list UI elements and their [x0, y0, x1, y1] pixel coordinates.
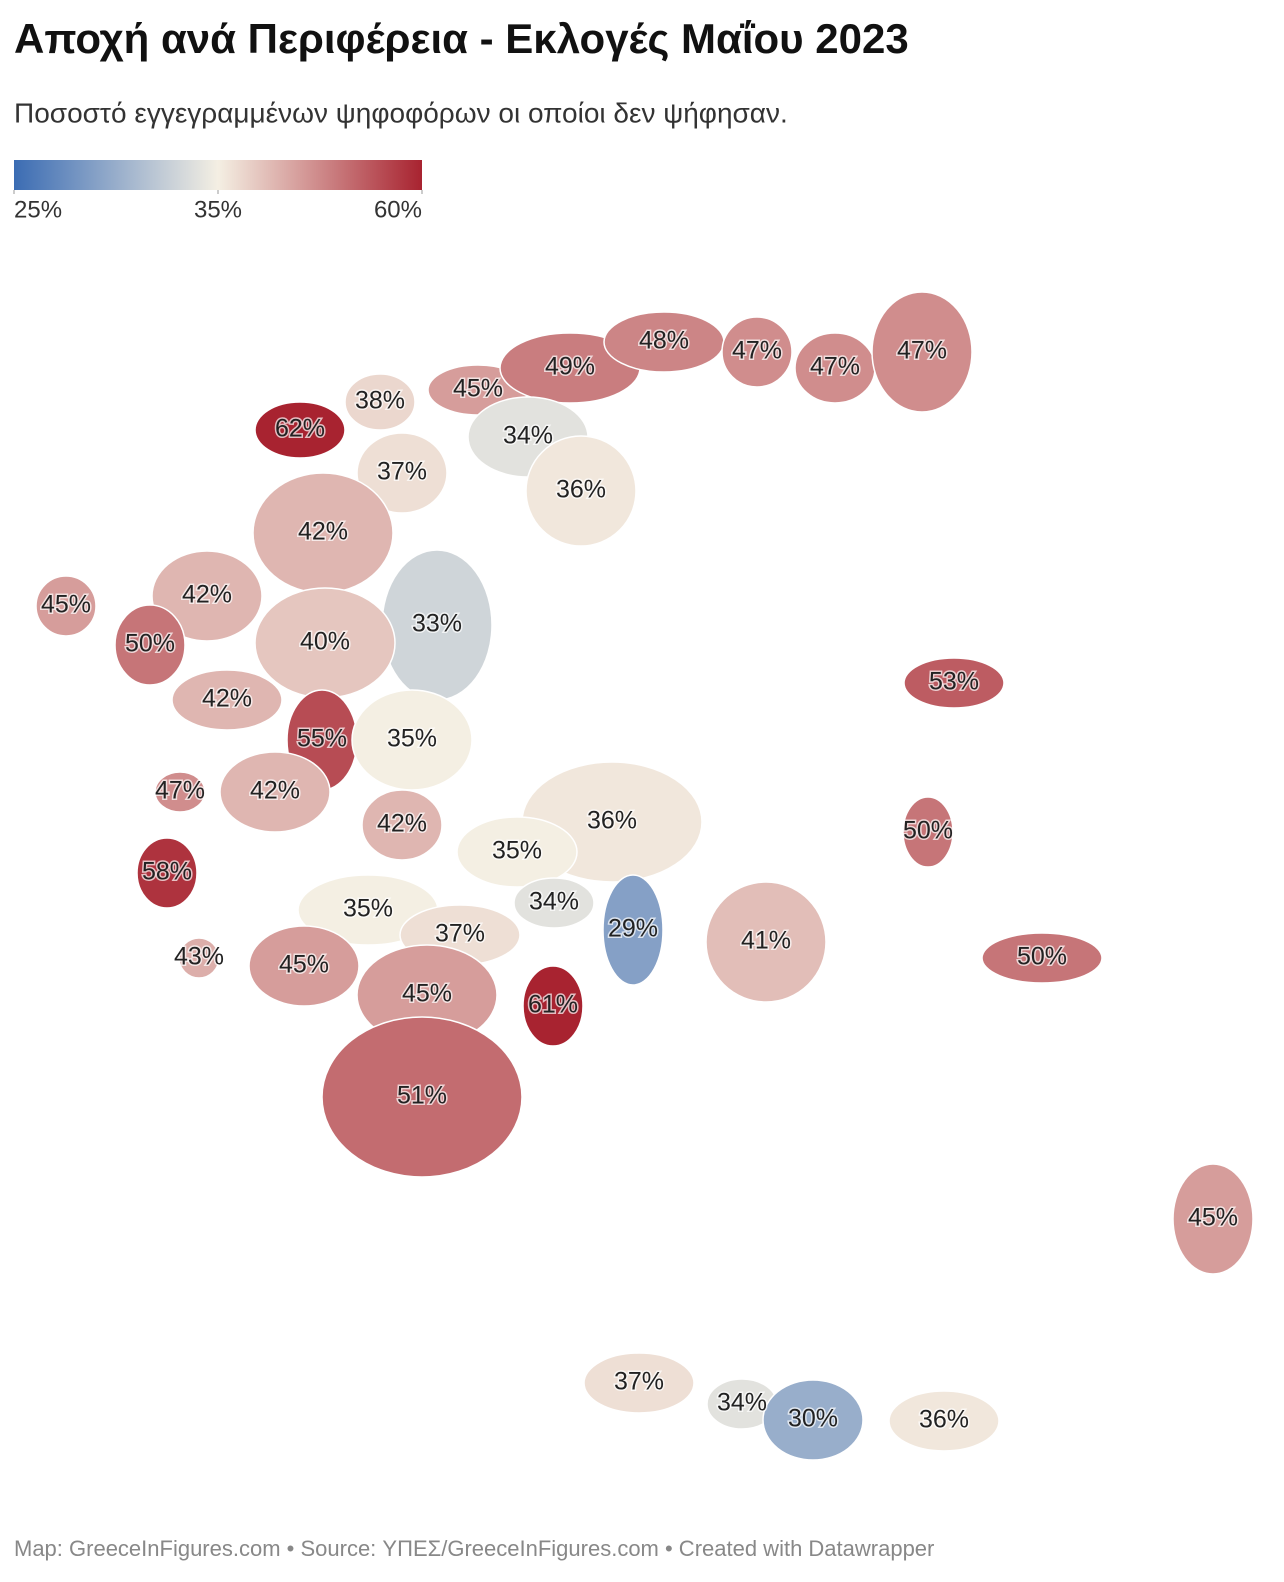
region-label: 45% [41, 591, 91, 619]
region-label: 53% [929, 668, 979, 696]
region [903, 657, 1005, 709]
region-label: 34% [503, 422, 553, 450]
region-label: 49% [545, 353, 595, 381]
region [871, 291, 973, 413]
legend-label: 25% [14, 196, 62, 223]
region-label: 47% [897, 337, 947, 365]
region-label: 40% [300, 628, 350, 656]
legend-label: 60% [374, 196, 422, 223]
region-label: 35% [492, 837, 542, 865]
region [151, 550, 263, 642]
region-label: 43% [174, 943, 224, 971]
region [351, 689, 473, 791]
legend-gradient [14, 160, 422, 190]
region-label: 45% [402, 980, 452, 1008]
region [513, 877, 595, 929]
region [705, 881, 827, 1003]
region-label: 37% [435, 920, 485, 948]
region-label: 48% [639, 327, 689, 355]
region [602, 874, 664, 986]
region-label: 37% [377, 458, 427, 486]
region-label: 45% [1188, 1204, 1238, 1232]
region [525, 435, 637, 547]
region [762, 1379, 864, 1461]
region-label: 42% [202, 685, 252, 713]
region-label: 36% [556, 476, 606, 504]
region-label: 35% [343, 895, 393, 923]
region [321, 1016, 523, 1178]
region [178, 937, 220, 979]
footer: Map: GreeceInFigures.com • Source: ΥΠΕΣ/… [14, 1536, 934, 1561]
region-label: 36% [919, 1406, 969, 1434]
region-label: 42% [182, 581, 232, 609]
region-label: 42% [377, 810, 427, 838]
labels: 62% 38% 45% 49% 48% 47% 47% 47% 34% 37% 36% 42% 45% 4… [39, 325, 1239, 1435]
region [136, 837, 198, 909]
region-label: 37% [614, 1368, 664, 1396]
region [248, 925, 360, 1007]
region-label: 47% [732, 337, 782, 365]
region-label: 47% [155, 777, 205, 805]
region [888, 1390, 1000, 1452]
region-label: 50% [125, 630, 175, 658]
region [254, 401, 346, 459]
region-label: 33% [412, 610, 462, 638]
region-label: 55% [297, 725, 347, 753]
region [721, 316, 793, 388]
region [154, 771, 206, 813]
region-label: 62% [275, 415, 325, 443]
region-label: 34% [717, 1389, 767, 1417]
title: Αποχή ανά Περιφέρεια - Εκλογές Μαΐου 202… [14, 15, 909, 62]
region-label: 35% [387, 725, 437, 753]
region-label: 42% [298, 518, 348, 546]
region [356, 432, 448, 514]
region-label: 30% [788, 1405, 838, 1433]
region [35, 575, 97, 637]
region-label: 47% [810, 353, 860, 381]
region [171, 669, 283, 731]
region-label: 58% [142, 858, 192, 886]
subtitle: Ποσοστό εγγεγραμμένων ψηφοφόρων οι οποίο… [14, 97, 788, 128]
region [114, 604, 186, 686]
legend-label: 35% [194, 196, 242, 223]
region-label: 45% [279, 951, 329, 979]
region-label: 42% [250, 777, 300, 805]
region [522, 965, 584, 1047]
region-label: 50% [1017, 943, 1067, 971]
region-label: 38% [355, 387, 405, 415]
region [219, 751, 331, 833]
region-label: 34% [529, 888, 579, 916]
region-label: 36% [587, 807, 637, 835]
region-label: 61% [528, 991, 578, 1019]
region [981, 932, 1103, 984]
region [583, 1352, 695, 1414]
region [361, 789, 443, 861]
region [344, 373, 416, 431]
region-label: 50% [903, 817, 953, 845]
region-label: 51% [397, 1082, 447, 1110]
region-label: 41% [741, 927, 791, 955]
regions [35, 291, 1254, 1461]
region [1172, 1163, 1254, 1275]
region-label: 45% [453, 375, 503, 403]
region-label: 29% [608, 915, 658, 943]
region [902, 796, 954, 868]
region [456, 816, 578, 888]
